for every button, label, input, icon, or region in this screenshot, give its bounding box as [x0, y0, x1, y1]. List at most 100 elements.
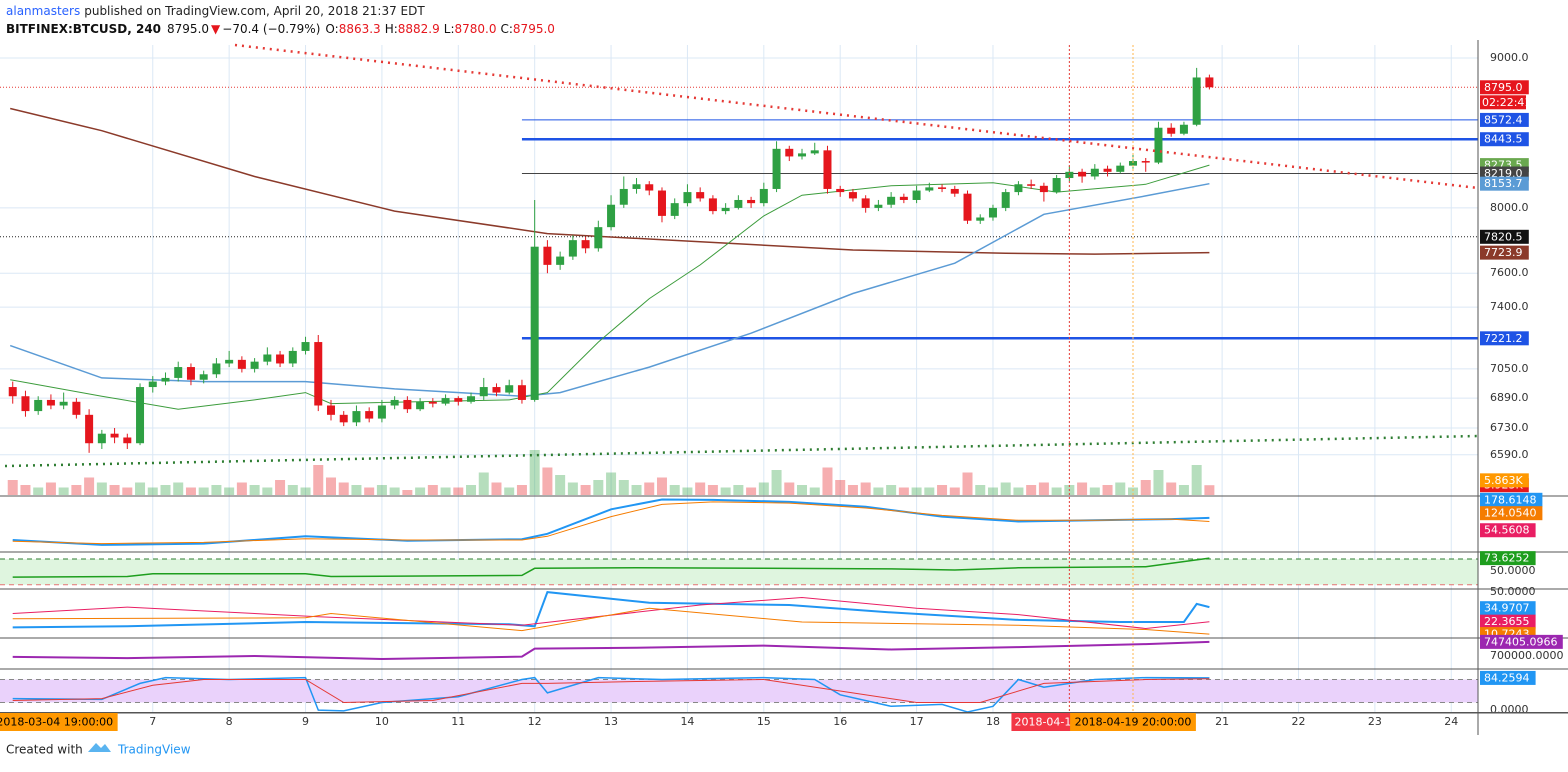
candle-body — [365, 411, 374, 419]
x-tick-label: 10 — [375, 715, 389, 728]
volume-bar — [364, 487, 375, 495]
candle-body — [810, 150, 819, 154]
price-label: 8153.7 — [1484, 177, 1523, 190]
band — [0, 679, 1478, 703]
volume-bar — [415, 487, 426, 495]
line-series — [12, 557, 1210, 578]
volume-bar — [1089, 487, 1100, 495]
change: −70.4 (−0.79%) — [222, 22, 320, 36]
volume-bar — [300, 487, 311, 495]
price-label-box — [1480, 112, 1529, 127]
candle-body — [97, 433, 106, 444]
price-label: 8443.5 — [1484, 133, 1523, 146]
volume-bar — [784, 482, 795, 495]
volume-bar — [695, 482, 706, 495]
candle-body — [645, 184, 654, 191]
line-series — [12, 640, 1210, 661]
volume-bar — [1038, 482, 1049, 495]
candle-body — [416, 401, 425, 410]
volume-bar — [1077, 482, 1088, 495]
candle-body — [1205, 77, 1214, 88]
volume-bar — [1026, 485, 1037, 495]
candle-body — [899, 196, 908, 200]
countdown: 02:22:41 — [1482, 96, 1531, 109]
price-label: 7820.5 — [1484, 230, 1523, 243]
line-series — [10, 107, 1210, 255]
candle-body — [441, 398, 450, 404]
candle-body — [1154, 127, 1163, 163]
brand[interactable]: TradingView — [117, 743, 191, 757]
volume-bar — [287, 485, 298, 495]
countdown-box — [1480, 95, 1526, 110]
price-label-box — [1480, 670, 1536, 685]
candle-body — [467, 396, 476, 402]
candle-body — [225, 359, 234, 364]
volume-bar — [1140, 480, 1151, 495]
candle-body — [1179, 124, 1188, 134]
candle-body — [530, 246, 539, 400]
volume-bar — [631, 485, 642, 495]
volume-bar — [873, 487, 884, 495]
volume-bar — [173, 482, 184, 495]
volume-bar — [898, 487, 909, 495]
volume-bar — [822, 467, 833, 495]
volume-bar — [1115, 482, 1126, 495]
price-label-box — [1480, 331, 1529, 346]
candle-body — [696, 192, 705, 199]
volume-bar — [389, 487, 400, 495]
ohlc-value: 8795.0 — [513, 22, 555, 36]
volume-bar — [835, 480, 846, 495]
candle-body — [59, 401, 68, 406]
candle-body — [836, 188, 845, 193]
volume-bar — [275, 480, 286, 495]
volume-bar — [644, 482, 655, 495]
candle-body — [556, 256, 565, 265]
y-tick-label: 50.0000 — [1490, 585, 1536, 598]
volume-bar — [262, 487, 273, 495]
volume-bar — [478, 472, 489, 495]
ohlc-key: L: — [444, 22, 455, 36]
volume-bar — [109, 485, 120, 495]
volume-bar — [860, 482, 871, 495]
candle-body — [607, 204, 616, 228]
candle-body — [505, 385, 514, 393]
line-series — [12, 678, 1210, 704]
ohlc-value: 8780.0 — [455, 22, 497, 36]
line-series — [9, 182, 1210, 397]
volume-bar — [516, 485, 527, 495]
volume-bar — [1166, 482, 1177, 495]
candle-body — [963, 193, 972, 221]
user[interactable]: alanmasters — [6, 4, 80, 18]
volume-bar — [313, 465, 324, 495]
y-tick-label: 50.0000 — [1490, 564, 1536, 577]
ohlc-key: H: — [385, 22, 398, 36]
candle-body — [479, 387, 488, 397]
x-tick-label: 23 — [1368, 715, 1382, 728]
candle-body — [34, 399, 43, 412]
volume-bar — [160, 485, 171, 495]
candle-body — [848, 192, 857, 199]
price-label: 7221.2 — [1484, 332, 1523, 345]
volume-bar — [1051, 487, 1062, 495]
candle-body — [85, 414, 94, 444]
candle-body — [1103, 168, 1112, 172]
candle-body — [212, 363, 221, 375]
created-with: Created with — [6, 743, 83, 757]
candle-body — [938, 187, 947, 189]
volume-bar — [198, 487, 209, 495]
volume-bar — [682, 487, 693, 495]
volume-bar — [1128, 487, 1139, 495]
volume-bar — [771, 470, 782, 495]
volume-bar — [20, 485, 31, 495]
candle-body — [925, 187, 934, 191]
candle-body — [772, 148, 781, 189]
x-tick-label: 16 — [833, 715, 847, 728]
price-label-box — [1480, 523, 1536, 538]
candle-body — [785, 148, 794, 157]
ohlc-value: 8882.9 — [398, 22, 440, 36]
price-label-box — [1480, 473, 1529, 488]
volume-bar — [593, 480, 604, 495]
x-marker-label: 2018-03-04 19:00:00 — [0, 716, 113, 729]
